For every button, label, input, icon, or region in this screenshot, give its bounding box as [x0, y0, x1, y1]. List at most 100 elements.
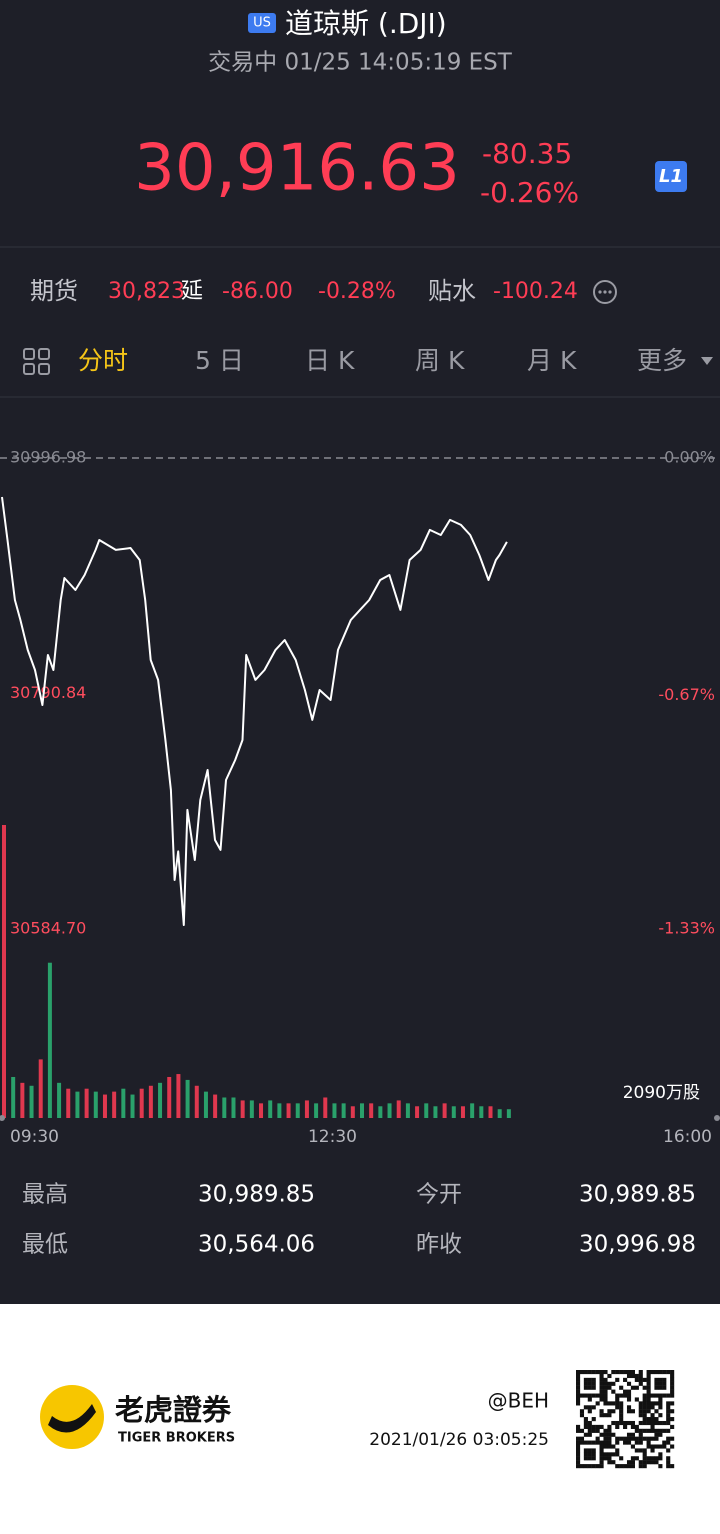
qr-module — [583, 1464, 588, 1469]
qr-module — [587, 1370, 592, 1375]
qr-module — [646, 1389, 651, 1394]
qr-module — [646, 1428, 651, 1433]
qr-module — [603, 1393, 608, 1398]
qr-module — [638, 1401, 643, 1406]
qr-module — [626, 1370, 632, 1375]
qr-code — [573, 1367, 677, 1471]
stat-value: 30,989.85 — [579, 1182, 696, 1208]
qr-module — [654, 1381, 659, 1386]
qr-module — [626, 1420, 632, 1426]
qr-module — [583, 1448, 588, 1453]
qr-module — [595, 1464, 600, 1469]
qr-module — [579, 1464, 585, 1469]
level-badge[interactable]: L1 — [659, 166, 683, 187]
qr-module — [576, 1373, 581, 1379]
qr-module — [626, 1397, 632, 1402]
qr-module — [650, 1405, 655, 1410]
qr-module — [611, 1381, 616, 1386]
more-icon[interactable] — [593, 280, 617, 304]
qr-module — [619, 1393, 624, 1398]
qr-module — [619, 1385, 624, 1390]
qr-module — [599, 1448, 604, 1453]
title: 道琼斯 (.DJI) — [285, 7, 447, 40]
qr-module — [638, 1381, 643, 1386]
tab-active[interactable]: 分时 — [78, 346, 128, 375]
volume-bar — [433, 1106, 438, 1118]
qr-module — [579, 1428, 585, 1433]
qr-module — [642, 1464, 647, 1469]
qr-module — [603, 1452, 608, 1457]
qr-module — [630, 1444, 635, 1449]
tab[interactable]: 5 日 — [195, 346, 244, 375]
volume-bar — [240, 1100, 245, 1118]
qr-module — [634, 1424, 639, 1429]
y-tick-label: 30996.98 — [10, 448, 86, 467]
user: @BEH — [488, 1389, 549, 1413]
volume-bar — [488, 1106, 493, 1118]
qr-module — [607, 1440, 612, 1445]
qr-module — [626, 1464, 632, 1469]
qr-module — [654, 1444, 659, 1449]
qr-module — [591, 1456, 596, 1461]
tab[interactable]: 更多 — [637, 346, 687, 375]
qr-module — [591, 1440, 596, 1445]
tab[interactable]: 周 K — [415, 346, 465, 375]
grid-icon[interactable] — [23, 348, 50, 375]
qr-module — [650, 1401, 655, 1406]
qr-module — [611, 1389, 616, 1394]
qr-module — [646, 1381, 651, 1386]
volume-bar — [11, 1076, 16, 1118]
volume-bar — [29, 1085, 34, 1118]
qr-module — [630, 1464, 635, 1469]
qr-module — [603, 1397, 608, 1402]
qr-module — [670, 1424, 675, 1429]
qr-module — [670, 1401, 675, 1406]
tab[interactable]: 月 K — [527, 346, 577, 375]
qr-module — [638, 1405, 643, 1410]
qr-module — [583, 1420, 588, 1426]
qr-module — [662, 1381, 667, 1386]
qr-module — [623, 1436, 628, 1441]
qr-module — [626, 1373, 632, 1379]
qr-module — [615, 1436, 620, 1441]
qr-module — [607, 1413, 612, 1418]
qr-module — [599, 1456, 604, 1461]
qr-module — [607, 1409, 612, 1414]
volume-bar — [158, 1082, 163, 1118]
qr-module — [576, 1444, 581, 1449]
qr-module — [642, 1393, 647, 1398]
qr-module — [619, 1413, 624, 1418]
change-pct: -0.26% — [480, 176, 579, 209]
qr-module — [670, 1370, 675, 1375]
qr-module — [654, 1432, 659, 1437]
qr-module — [599, 1397, 604, 1402]
qr-module — [658, 1413, 663, 1418]
qr-module — [630, 1370, 635, 1375]
qr-module — [591, 1424, 596, 1429]
qr-module — [642, 1401, 647, 1406]
qr-module — [576, 1436, 581, 1441]
qr-module — [666, 1401, 671, 1406]
level-badge-bg[interactable] — [655, 161, 687, 192]
us-badge-bg — [248, 13, 276, 33]
qr-module — [650, 1444, 655, 1449]
qr-module — [634, 1456, 639, 1461]
volume-bar — [396, 1100, 401, 1118]
qr-module — [670, 1409, 675, 1414]
brand-en: TIGER BROKERS — [118, 1431, 235, 1446]
qr-module — [666, 1448, 671, 1453]
qr-module — [587, 1456, 592, 1461]
qr-module — [626, 1436, 632, 1441]
qr-module — [619, 1436, 624, 1441]
qr-module — [658, 1420, 663, 1426]
qr-module — [638, 1413, 643, 1418]
qr-module — [611, 1420, 616, 1426]
qr-module — [658, 1397, 663, 1402]
qr-module — [619, 1409, 624, 1414]
qr-module — [662, 1428, 667, 1433]
qr-module — [599, 1440, 604, 1445]
qr-module — [603, 1428, 608, 1433]
qr-module — [623, 1377, 628, 1382]
tab[interactable]: 日 K — [305, 346, 355, 375]
